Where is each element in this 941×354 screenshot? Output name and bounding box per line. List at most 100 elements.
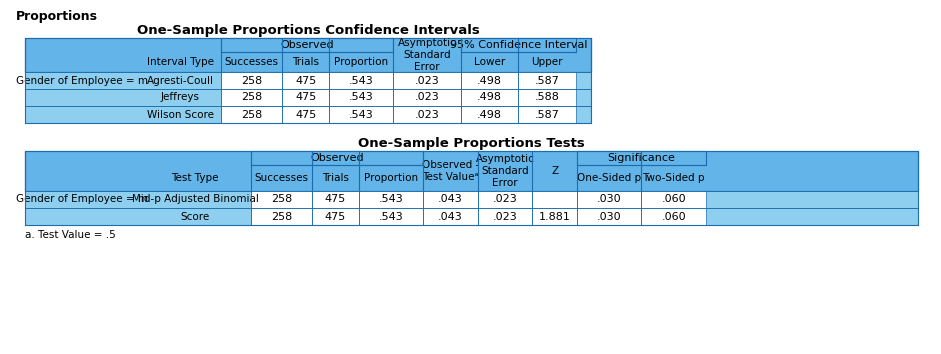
Text: Jeffreys: Jeffreys bbox=[161, 92, 199, 103]
Bar bbox=[642, 191, 706, 208]
Text: .043: .043 bbox=[439, 194, 463, 205]
Text: Asymptotic
Standard
Error: Asymptotic Standard Error bbox=[398, 38, 456, 72]
Text: Upper: Upper bbox=[532, 57, 563, 67]
Bar bbox=[461, 72, 518, 89]
Bar bbox=[250, 208, 312, 225]
Bar bbox=[478, 208, 533, 225]
Text: Agresti-Coull: Agresti-Coull bbox=[147, 75, 214, 86]
Bar bbox=[250, 151, 423, 165]
Text: Lower: Lower bbox=[474, 57, 505, 67]
Text: Trials: Trials bbox=[322, 173, 349, 183]
Text: 258: 258 bbox=[271, 194, 292, 205]
Bar bbox=[329, 89, 393, 106]
Text: .543: .543 bbox=[378, 211, 404, 222]
Bar bbox=[25, 38, 591, 72]
Text: 475: 475 bbox=[325, 211, 346, 222]
Text: .498: .498 bbox=[477, 75, 502, 86]
Text: 475: 475 bbox=[295, 92, 316, 103]
Text: 258: 258 bbox=[241, 92, 263, 103]
Text: Gender of Employee = m: Gender of Employee = m bbox=[16, 194, 149, 205]
Bar bbox=[25, 89, 591, 106]
Bar bbox=[25, 151, 918, 191]
Text: Observed: Observed bbox=[280, 40, 334, 50]
Text: One-Sample Proportions Confidence Intervals: One-Sample Proportions Confidence Interv… bbox=[136, 24, 480, 37]
Text: One-Sample Proportions Tests: One-Sample Proportions Tests bbox=[359, 137, 585, 150]
Bar bbox=[461, 38, 576, 52]
Bar bbox=[312, 208, 359, 225]
Bar bbox=[423, 208, 478, 225]
Text: Asymptotic
Standard
Error: Asymptotic Standard Error bbox=[475, 154, 534, 188]
Text: Gender of Employee = m: Gender of Employee = m bbox=[16, 75, 149, 86]
Text: .023: .023 bbox=[415, 92, 439, 103]
Bar bbox=[312, 191, 359, 208]
Text: .587: .587 bbox=[534, 109, 560, 120]
Text: 258: 258 bbox=[241, 75, 263, 86]
Text: Successes: Successes bbox=[254, 173, 309, 183]
Text: .543: .543 bbox=[349, 92, 374, 103]
Text: .498: .498 bbox=[477, 92, 502, 103]
Bar bbox=[282, 89, 329, 106]
Text: .543: .543 bbox=[349, 109, 374, 120]
Text: Proportions: Proportions bbox=[15, 10, 98, 23]
Text: .043: .043 bbox=[439, 211, 463, 222]
Text: Observed: Observed bbox=[310, 153, 363, 163]
Bar bbox=[25, 208, 918, 225]
Text: 475: 475 bbox=[325, 194, 346, 205]
Text: .030: .030 bbox=[597, 211, 621, 222]
Text: Significance: Significance bbox=[608, 153, 676, 163]
Bar bbox=[533, 208, 577, 225]
Bar bbox=[461, 89, 518, 106]
Bar bbox=[478, 191, 533, 208]
Text: .498: .498 bbox=[477, 109, 502, 120]
Bar bbox=[518, 72, 576, 89]
Bar bbox=[393, 72, 461, 89]
Bar bbox=[221, 38, 393, 52]
Bar bbox=[221, 106, 282, 123]
Text: .023: .023 bbox=[415, 75, 439, 86]
Text: .587: .587 bbox=[534, 75, 560, 86]
Bar bbox=[25, 106, 591, 123]
Text: Score: Score bbox=[181, 211, 210, 222]
Bar bbox=[423, 191, 478, 208]
Bar bbox=[533, 191, 577, 208]
Bar bbox=[329, 106, 393, 123]
Bar bbox=[359, 208, 423, 225]
Text: .543: .543 bbox=[349, 75, 374, 86]
Text: .030: .030 bbox=[597, 194, 621, 205]
Text: a. Test Value = .5: a. Test Value = .5 bbox=[25, 230, 116, 240]
Text: Observed -
Test Valueᵃ: Observed - Test Valueᵃ bbox=[422, 160, 479, 182]
Text: One-Sided p: One-Sided p bbox=[577, 173, 641, 183]
Text: Successes: Successes bbox=[225, 57, 279, 67]
Bar bbox=[329, 72, 393, 89]
Bar bbox=[577, 151, 706, 165]
Text: 258: 258 bbox=[271, 211, 292, 222]
Bar bbox=[642, 208, 706, 225]
Bar bbox=[393, 89, 461, 106]
Bar bbox=[518, 106, 576, 123]
Bar bbox=[577, 191, 642, 208]
Bar bbox=[282, 72, 329, 89]
Text: Trials: Trials bbox=[292, 57, 319, 67]
Text: .060: .060 bbox=[662, 194, 686, 205]
Bar bbox=[250, 191, 312, 208]
Bar bbox=[25, 151, 918, 191]
Text: Proportion: Proportion bbox=[334, 57, 389, 67]
Bar bbox=[221, 89, 282, 106]
Text: 258: 258 bbox=[241, 109, 263, 120]
Text: .023: .023 bbox=[415, 109, 439, 120]
Text: Test Type: Test Type bbox=[171, 173, 218, 183]
Text: Interval Type: Interval Type bbox=[147, 57, 214, 67]
Bar bbox=[577, 208, 642, 225]
Bar bbox=[25, 191, 918, 208]
Text: Mid-p Adjusted Binomial: Mid-p Adjusted Binomial bbox=[132, 194, 259, 205]
Text: .588: .588 bbox=[534, 92, 560, 103]
Text: Proportion: Proportion bbox=[364, 173, 418, 183]
Text: .060: .060 bbox=[662, 211, 686, 222]
Text: 95% Confidence Interval: 95% Confidence Interval bbox=[450, 40, 587, 50]
Bar bbox=[282, 106, 329, 123]
Text: 1.881: 1.881 bbox=[538, 211, 570, 222]
Text: .543: .543 bbox=[378, 194, 404, 205]
Text: Wilson Score: Wilson Score bbox=[147, 109, 214, 120]
Bar bbox=[359, 191, 423, 208]
Text: Two-Sided p: Two-Sided p bbox=[643, 173, 705, 183]
